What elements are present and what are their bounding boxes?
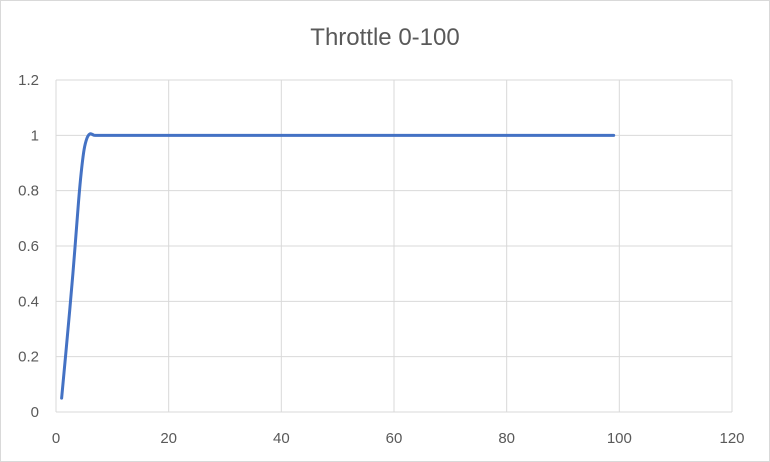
- x-tick-label: 60: [386, 430, 403, 447]
- x-tick-label: 80: [498, 430, 515, 447]
- x-tick-label: 20: [160, 430, 177, 447]
- x-tick-label: 40: [273, 430, 290, 447]
- series-line: [60, 132, 616, 400]
- y-tick-label: 0.6: [18, 238, 39, 255]
- x-tick-label: 120: [719, 430, 744, 447]
- y-tick-label: 0.4: [18, 293, 39, 310]
- axes: [55, 80, 732, 413]
- x-tick-label: 100: [607, 430, 632, 447]
- gridlines: [56, 79, 733, 412]
- y-tick-label: 1: [31, 127, 39, 144]
- x-tick-label: 0: [52, 430, 60, 447]
- y-tick-labels: 0 0.2 0.4 0.6 0.8 1 1.2: [18, 72, 39, 421]
- y-tick-label: 0.8: [18, 183, 39, 200]
- chart-title: Throttle 0-100: [310, 24, 459, 51]
- y-tick-label: 0.2: [18, 349, 39, 366]
- series-layer: [60, 132, 616, 400]
- x-tick-labels: 0 20 40 60 80 100 120: [52, 430, 745, 447]
- y-tick-label: 1.2: [18, 72, 39, 89]
- y-tick-label: 0: [31, 404, 39, 421]
